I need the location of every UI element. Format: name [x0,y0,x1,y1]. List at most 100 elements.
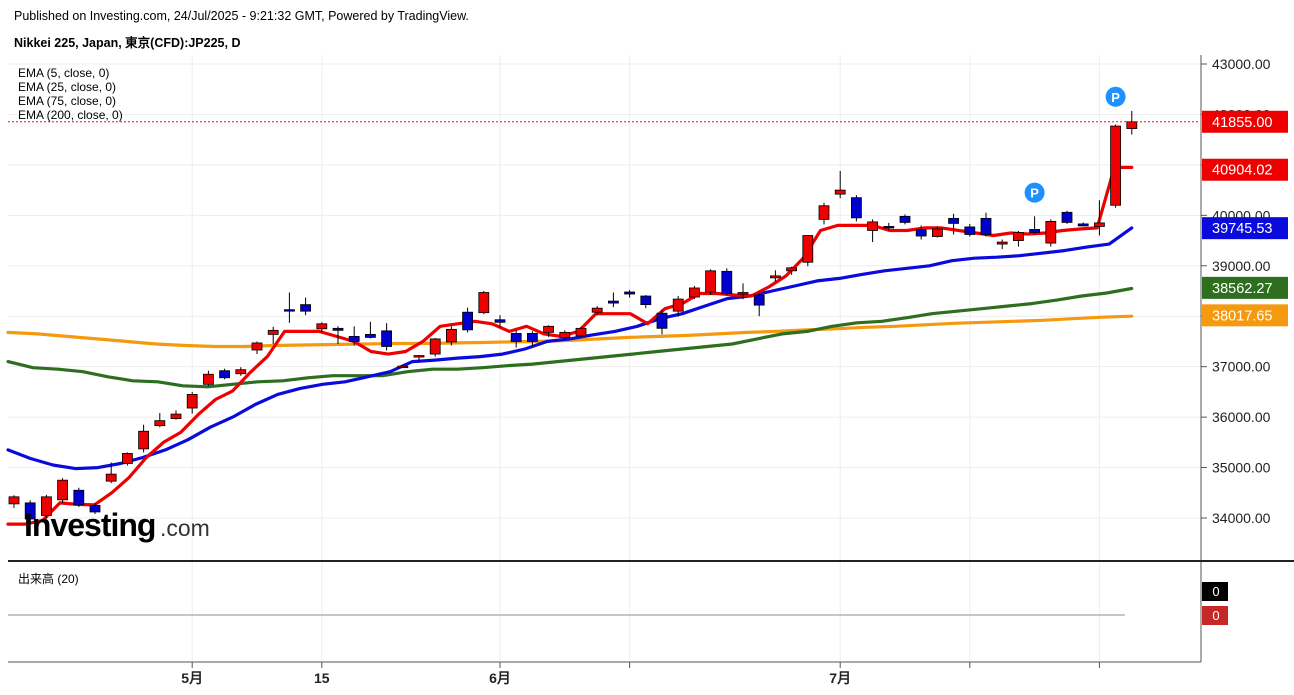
value-tag [1202,110,1288,133]
candle [41,494,52,519]
candle-body [672,298,684,312]
candle-body [624,291,635,295]
candle [364,321,376,339]
candle [559,330,571,340]
candle-body [996,241,1008,245]
x-tick-label: 15 [314,670,330,686]
candle-body [397,365,409,369]
candle [24,500,36,521]
candle [105,462,117,484]
candle-body [381,330,393,347]
candle [186,391,198,414]
volume-label: 出来高 (20) [18,571,79,586]
volume-tag-upper [1202,582,1228,601]
candle-body [932,228,943,237]
candle [1029,216,1040,234]
candle [397,365,409,369]
indicator-ema25: EMA (25, close, 0) [18,80,116,94]
instrument-title: Nikkei 225, Japan, 東京(CFD):JP225, D [14,36,241,50]
candle-body [41,496,52,516]
ema-line [6,286,1134,389]
markers: PP [1024,86,1126,203]
p-marker[interactable] [1105,86,1126,107]
candle-body [786,267,797,272]
volume-tag-lower [1202,606,1228,625]
candle [964,223,976,237]
candle [575,326,587,337]
indicator-ema75: EMA (75, close, 0) [18,94,116,108]
candle-body [8,496,20,505]
candle-body [364,333,376,338]
candle [1045,219,1057,247]
candle [753,293,765,317]
indicator-legend: EMA (5, close, 0) EMA (25, close, 0) EMA… [18,66,123,122]
logo-suffix: .com [160,515,210,541]
candle-body [591,307,603,313]
candle-body [186,394,198,409]
candle [948,213,959,235]
candle [689,285,700,300]
candle-body [494,319,506,323]
candle-body [332,327,344,331]
p-marker-label: P [1030,186,1039,201]
candle-body [138,430,150,450]
candle-body [770,275,781,279]
value-tag-text: 38017.65 [1212,308,1272,324]
ema-line [6,314,1134,349]
candle [300,297,312,316]
candle-body [802,235,814,263]
indicator-ema200: EMA (200, close, 0) [18,108,123,122]
candle [543,325,554,337]
candle [89,503,101,514]
logo-brand: Investing [24,507,155,543]
candle-body [283,309,295,312]
candle [219,368,231,380]
candle [1126,110,1138,135]
candle [316,322,328,333]
candle-body [122,453,133,464]
candle [624,289,635,298]
candle-body [462,311,474,331]
candle [980,212,992,237]
candle-body [316,323,328,330]
candle-body [73,489,85,506]
candle [170,410,182,420]
candle-body [170,413,182,420]
value-tag [1202,304,1288,327]
candle [802,235,814,267]
candle-body [883,226,895,229]
ema-line [6,226,1134,471]
candle-body [251,342,263,351]
candle-body [24,502,36,520]
candle [494,315,506,328]
x-tick-label: 7月 [829,670,851,686]
candle [429,337,441,357]
candle [834,170,846,199]
time-axis[interactable]: 5月 15 6月 7月 [181,662,1100,686]
candle [932,226,943,238]
y-tick-label: 37000.00 [1212,359,1271,375]
candle [899,214,911,225]
candle [348,326,360,346]
candle [73,487,85,507]
candle-body [656,312,668,329]
y-tick-label: 43000.00 [1212,56,1271,72]
volume-tag-lower-text: 0 [1212,608,1219,623]
candle-body [867,221,878,231]
candle [721,268,733,296]
candle-body [527,332,538,342]
p-marker[interactable] [1024,182,1045,203]
candle [591,306,603,316]
candle-body [235,369,247,375]
ema-lines [6,165,1134,526]
candle-body [1094,222,1105,227]
candle [381,323,393,351]
candle [445,326,457,346]
candle [122,452,133,466]
candle [851,195,862,222]
candle-body [543,325,554,333]
candle [283,292,295,323]
candle-body [559,331,571,338]
candle-body [948,217,959,224]
candle-body [267,329,279,335]
